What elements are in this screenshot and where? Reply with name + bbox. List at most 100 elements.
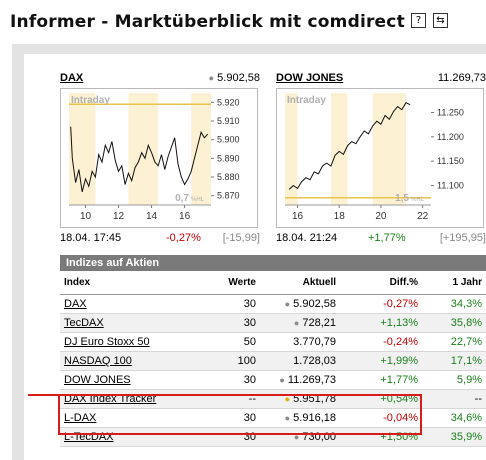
dax-chart-link[interactable]: DAX [60,72,84,84]
session-band [285,93,298,205]
jahr-cell: -- [474,393,482,405]
aktuell-cell: ● 5.902,58 [285,295,336,314]
help-icon[interactable]: ? [411,13,426,28]
dow-chart-change-pts: [+195,95] [439,232,486,244]
volatility-unit: %HL [191,197,205,203]
y-tick-label: 5.890 [217,153,240,163]
dax-intraday-svg: Intraday 5.920 5.910 5.900 5.890 5.880 5.870 10… [69,93,240,222]
dax-chart-change-pts: [-15,99] [222,232,260,244]
aktuell-value: 5.902,58 [293,298,336,310]
table-row: DOW JONES 30 ● 11.269,73 +1,77% 5,9% [60,371,486,390]
y-tick-label: 11.200 [437,132,464,142]
diff-cell: +1,77% [380,374,418,386]
switch-view-icon[interactable]: ⇆ [433,13,448,28]
werte-cell: 100 [237,355,256,367]
col-header-werte: Werte [228,277,256,288]
jahr-cell: 5,9% [456,374,482,386]
dow-intraday-chart[interactable]: Intraday 11.250 11.200 11.150 11.100 16 18 20 22… [276,88,484,228]
x-tick-label: 18 [334,211,346,222]
aktuell-cell: ● 730,00 [294,428,336,447]
dax-intraday-chart[interactable]: Intraday 5.920 5.910 5.900 5.890 5.880 5.870 10… [60,88,258,228]
dow-intraday-svg: Intraday 11.250 11.200 11.150 11.100 16 18 20 22… [285,93,464,222]
dax-chart-change-pct: -0,27% [166,232,201,244]
werte-cell: 30 [243,317,256,329]
aktuell-value: 11.269,73 [287,374,336,386]
tick-icon: ● [279,375,285,385]
dax-chart-header: DAX ● 5.902,58 [60,72,260,86]
session-band [372,93,406,205]
table-row: DJ Euro Stoxx 50 50 3.770,79 -0,24% 22,7% [60,333,486,352]
index-link[interactable]: DJ Euro Stoxx 50 [64,336,150,348]
index-link[interactable]: DOW JONES [64,374,131,386]
volatility-unit: %HL [411,197,425,203]
session-band [69,93,96,205]
x-tick-label: 16 [292,211,304,222]
dax-chart-value-text: 5.902,58 [217,72,260,84]
y-tick-label: 11.100 [437,181,464,191]
index-link[interactable]: L-TecDAX [64,431,114,443]
y-tick-label: 5.910 [217,116,240,126]
werte-cell: 30 [243,431,256,443]
col-header-diff: Diff.% [389,277,418,288]
jahr-cell: 35,9% [450,431,482,443]
aktuell-value: 5.916,18 [293,412,336,424]
dow-chart-footer: 18.04. 21:24 +1,77% [+195,95] [276,232,486,246]
tick-icon: ● [293,318,300,328]
jahr-cell: 22,7% [450,336,482,348]
dax-chart-time: 18.04. 17:45 [60,232,122,244]
index-link[interactable]: L-DAX [64,412,97,424]
diff-cell: +1,13% [380,317,418,329]
aktuell-value: 730,00 [302,431,336,443]
tick-icon: ● [208,73,215,83]
col-header-index: Index [64,277,91,288]
dow-chart-link[interactable]: DOW JONES [276,72,344,84]
index-link[interactable]: DAX [64,298,87,310]
y-tick-label: 5.880 [217,172,240,182]
dow-chart-value: 11.269,73 [437,72,486,84]
aktuell-value: 3.770,79 [293,336,336,348]
dow-chart-header: DOW JONES 11.269,73 [276,72,486,86]
index-link[interactable]: DAX Index Tracker [64,393,157,405]
x-tick-label: 14 [146,211,158,222]
aktuell-value: 728,21 [302,317,336,329]
table-row: NASDAQ 100 100 1.728,03 +1,99% 17,1% [60,352,486,371]
index-link[interactable]: NASDAQ 100 [64,355,132,367]
indices-table: Indizes auf Aktien Index Werte Aktuell D… [60,255,486,447]
x-tick-label: 22 [417,211,429,222]
x-tick-label: 20 [375,211,387,222]
diff-cell: -0,27% [383,298,418,310]
index-link[interactable]: TecDAX [64,317,104,329]
jahr-cell: 34,3% [450,298,482,310]
aktuell-cell: ● 5.951,78 [285,390,336,409]
aktuell-cell: ● 11.269,73 [279,371,336,390]
aktuell-cell: 3.770,79 [293,333,336,352]
y-tick-label: 5.870 [217,191,240,201]
table-row: L-TecDAX 30 ● 730,00 +1,50% 35,9% [60,428,486,447]
aktuell-cell: 1.728,03 [293,352,336,371]
y-tick-label: 11.250 [437,107,464,117]
jahr-cell: 35,8% [450,317,482,329]
intraday-label: Intraday [287,95,326,106]
table-title: Indizes auf Aktien [60,255,486,271]
diff-cell: -0,24% [383,336,418,348]
col-header-aktuell: Aktuell [302,277,336,288]
werte-cell: 50 [243,336,256,348]
tick-icon: ● [284,299,291,309]
volatility-value: 1,5 [395,193,409,204]
dow-chart-time: 18.04. 21:24 [276,232,338,244]
diff-cell: +1,50% [380,431,418,443]
werte-cell: 30 [243,412,256,424]
session-band [191,93,211,205]
tick-icon: ● [284,413,291,423]
tick-icon: ● [293,432,300,442]
werte-cell: 30 [243,374,256,386]
jahr-cell: 17,1% [450,355,482,367]
x-tick-label: 12 [113,211,125,222]
intraday-label: Intraday [71,95,110,106]
x-tick-label: 10 [80,211,92,222]
page-title: Informer - Marktüberblick mit comdirect [10,12,405,32]
dax-chart-value: ● 5.902,58 [209,72,260,84]
price-line [70,126,209,193]
table-column-headers: Index Werte Aktuell Diff.% 1 Jahr [60,271,486,295]
dow-chart-change-pct: +1,77% [368,232,406,244]
